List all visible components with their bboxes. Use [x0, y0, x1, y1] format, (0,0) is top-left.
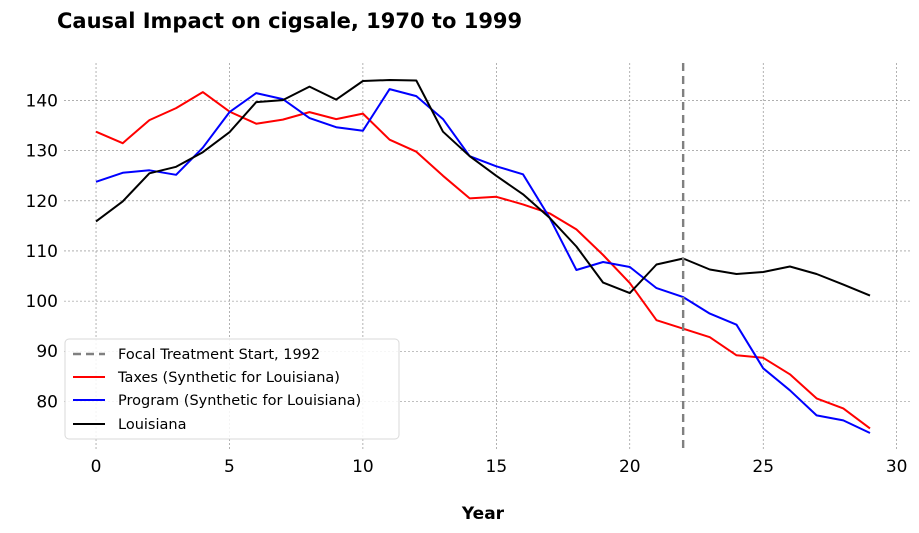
chart-title: Causal Impact on cigsale, 1970 to 1999: [57, 9, 522, 33]
series-lines: [95, 79, 871, 434]
y-tick-label: 100: [26, 292, 58, 312]
legend: Focal Treatment Start, 1992 Taxes (Synth…: [64, 338, 400, 440]
y-tick-label: 90: [36, 342, 58, 362]
x-tick-label: 30: [886, 457, 908, 477]
x-tick-label: 10: [352, 457, 374, 477]
y-tick-label: 130: [26, 142, 58, 162]
x-axis-ticks: 0 5 10 15 20 25 30: [91, 457, 908, 477]
x-tick-label: 5: [224, 457, 235, 477]
y-tick-label: 120: [26, 192, 58, 212]
x-tick-label: 20: [619, 457, 641, 477]
series-line-2: [95, 79, 871, 297]
y-tick-label: 80: [36, 392, 58, 412]
legend-label-louisiana: Louisiana: [118, 417, 186, 433]
y-tick-label: 140: [26, 92, 58, 112]
series-line-0: [95, 91, 871, 430]
series-line-1: [95, 88, 871, 434]
x-tick-label: 15: [486, 457, 508, 477]
legend-label-program: Program (Synthetic for Louisiana): [118, 393, 361, 409]
y-axis-ticks: 80 90 100 110 120 130 140: [26, 92, 58, 413]
x-tick-label: 25: [752, 457, 774, 477]
legend-label-taxes: Taxes (Synthetic for Louisiana): [117, 370, 340, 386]
legend-label-treatment: Focal Treatment Start, 1992: [118, 347, 320, 363]
x-tick-label: 0: [91, 457, 102, 477]
x-axis-label: Year: [461, 504, 505, 524]
y-tick-label: 110: [26, 242, 58, 262]
grid: [64, 63, 910, 449]
legend-box: [64, 338, 400, 440]
